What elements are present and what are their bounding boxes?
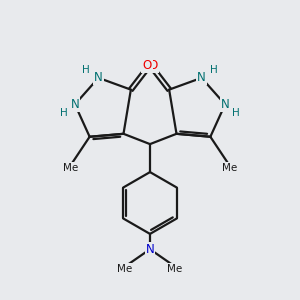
Text: Me: Me xyxy=(167,264,183,274)
Text: Me: Me xyxy=(63,163,78,173)
Text: O: O xyxy=(148,59,158,72)
Text: Me: Me xyxy=(117,264,133,274)
Text: O: O xyxy=(142,59,152,72)
Text: N: N xyxy=(70,98,79,111)
Text: N: N xyxy=(94,71,103,84)
Text: H: H xyxy=(60,108,68,118)
Text: N: N xyxy=(197,71,206,84)
Text: N: N xyxy=(146,243,154,256)
Text: H: H xyxy=(232,108,240,118)
Text: H: H xyxy=(82,65,90,76)
Text: H: H xyxy=(210,65,218,76)
Text: N: N xyxy=(221,98,230,111)
Text: Me: Me xyxy=(222,163,237,173)
